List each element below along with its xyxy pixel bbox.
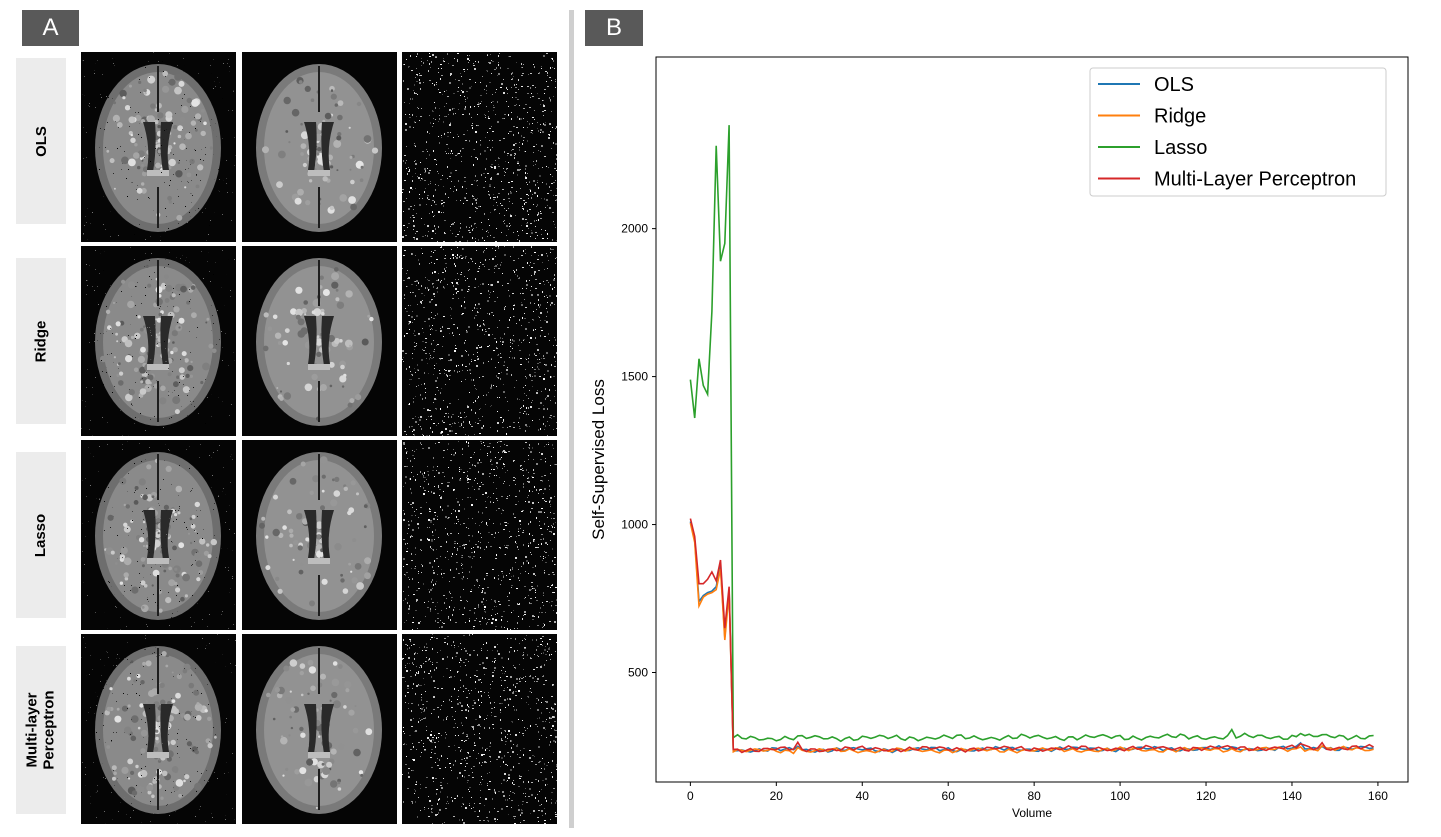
row-label: Lasso <box>16 452 66 618</box>
brain-mri-image <box>242 634 397 824</box>
residual-noise-image <box>402 634 557 824</box>
legend-box <box>1089 67 1387 197</box>
brain-mri-image <box>81 246 236 436</box>
y-tick-label: 1500 <box>621 370 648 384</box>
brain-mri-image <box>81 52 236 242</box>
brain-mri-image <box>242 440 397 630</box>
legend-label: OLS <box>1154 74 1194 96</box>
x-tick-label: 140 <box>1282 789 1302 803</box>
row-label-text: Ridge <box>32 320 50 362</box>
panel-divider <box>569 10 574 828</box>
y-tick-label: 500 <box>628 666 648 680</box>
loss-line-chart: 0 20 40 60 80 100 120 140 160 500 1000 1500 2000 Volu… <box>589 56 1409 820</box>
x-tick-label: 160 <box>1368 789 1388 803</box>
row-label: Ridge <box>16 258 66 424</box>
x-tick-label: 80 <box>1027 789 1041 803</box>
plot-frame <box>655 56 1409 783</box>
brain-mri-image <box>242 246 397 436</box>
brain-mri-image <box>242 52 397 242</box>
residual-noise-image <box>402 52 557 242</box>
y-axis-label: Self-Supervised Loss <box>589 379 608 540</box>
series-line-ols <box>689 521 1374 754</box>
residual-noise-image <box>402 246 557 436</box>
x-axis-label: Volume <box>1012 806 1052 820</box>
row-label-text: Lasso <box>32 513 50 557</box>
panel-b-tag: B <box>585 10 643 46</box>
x-tick-label: 20 <box>770 789 784 803</box>
legend-label: Ridge <box>1154 106 1206 128</box>
row-label-text: Multi-layer Perceptron <box>24 690 59 770</box>
residual-noise-image <box>402 440 557 630</box>
x-tick-label: 60 <box>942 789 956 803</box>
brain-mri-image <box>81 440 236 630</box>
series-line-ridge <box>689 522 1374 755</box>
x-tick-label: 120 <box>1196 789 1216 803</box>
y-tick-label: 1000 <box>621 518 648 532</box>
row-label-text: OLS <box>32 125 50 157</box>
series-line-lasso <box>689 125 1374 743</box>
panel-a-tag: A <box>22 10 79 46</box>
x-tick-label: 0 <box>687 789 694 803</box>
y-tick-label: 2000 <box>621 222 648 236</box>
x-tick-label: 40 <box>856 789 870 803</box>
legend-label: Multi-Layer Perceptron <box>1154 169 1356 191</box>
row-label: OLS <box>16 58 66 224</box>
brain-mri-image <box>81 634 236 824</box>
series-line-multi-layer-perceptron <box>689 518 1374 754</box>
x-tick-label: 100 <box>1110 789 1130 803</box>
row-label: Multi-layer Perceptron <box>16 646 66 814</box>
legend-label: Lasso <box>1154 137 1207 159</box>
